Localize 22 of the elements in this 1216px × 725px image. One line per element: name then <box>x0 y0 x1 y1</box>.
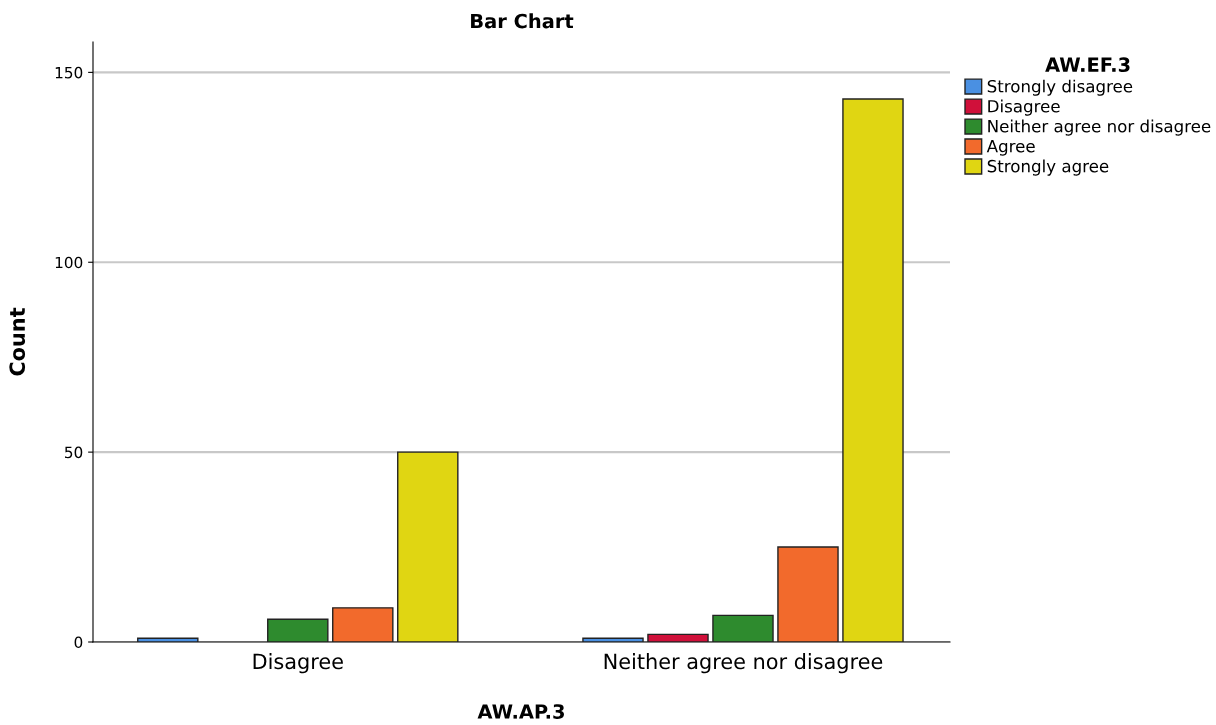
legend-title: AW.EF.3 <box>1045 57 1130 73</box>
legend-label: Agree <box>986 140 1035 156</box>
y-tick-label: 50 <box>65 446 83 459</box>
legend-label: Neither agree nor disagree <box>988 119 1211 136</box>
y-tick-label: 150 <box>55 66 83 79</box>
bar <box>777 546 839 642</box>
legend-label: Disagree <box>988 99 1060 116</box>
bar <box>582 637 644 642</box>
chart-title: Bar Chart <box>471 13 574 29</box>
bar <box>842 98 904 642</box>
bar <box>137 637 199 642</box>
bar <box>647 633 709 642</box>
y-tick-label: 0 <box>74 636 83 649</box>
legend-label: Strongly disagree <box>987 79 1133 96</box>
x-axis-title: AW.AP.3 <box>477 704 564 719</box>
y-axis-title: Count <box>9 307 26 376</box>
bar <box>267 618 329 642</box>
bar <box>712 614 774 642</box>
bar <box>332 607 394 642</box>
y-tick-label: 100 <box>55 256 83 269</box>
bar <box>397 451 459 642</box>
legend-label: Strongly agree <box>987 159 1109 176</box>
